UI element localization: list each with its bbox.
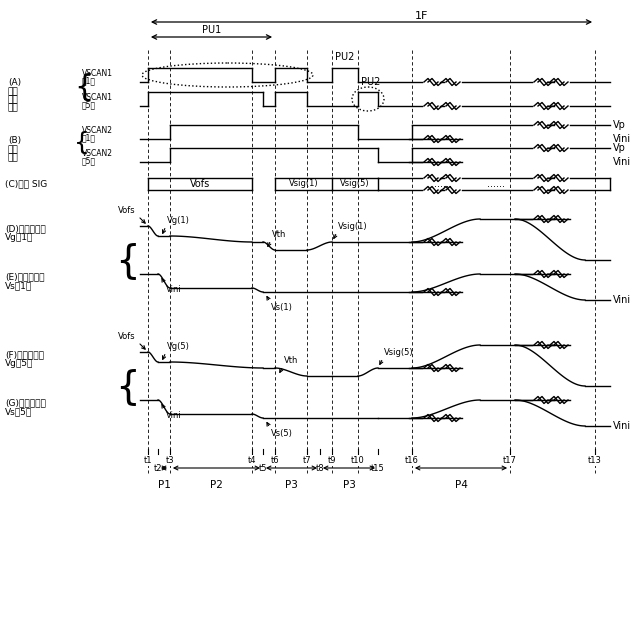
Text: Vofs: Vofs (190, 179, 210, 189)
Text: Vini: Vini (166, 411, 182, 420)
Text: (G)ソース電圧: (G)ソース電圧 (5, 398, 46, 407)
Text: Vs（5）: Vs（5） (5, 407, 32, 416)
Text: PU2: PU2 (335, 52, 355, 62)
Text: (F)ゲート電圧: (F)ゲート電圧 (5, 350, 44, 359)
Text: Vs（1）: Vs（1） (5, 281, 32, 290)
Text: Vini: Vini (613, 157, 631, 167)
Text: Vs(5): Vs(5) (271, 429, 293, 438)
Text: （1）: （1） (82, 76, 96, 85)
Text: Vofs: Vofs (118, 206, 136, 215)
Text: {: { (115, 368, 140, 406)
Text: Vth: Vth (272, 230, 286, 239)
Text: VSCAN2: VSCAN2 (82, 149, 113, 158)
Text: （5）: （5） (82, 156, 96, 165)
Text: t7: t7 (303, 456, 311, 465)
Text: Vg（1）: Vg（1） (5, 233, 33, 242)
Text: t8: t8 (316, 464, 324, 473)
Text: Vini: Vini (613, 295, 631, 305)
Text: ......: ...... (487, 179, 505, 189)
Text: (B): (B) (8, 136, 21, 145)
Text: Vg(5): Vg(5) (167, 342, 190, 351)
Text: PU2: PU2 (361, 77, 380, 87)
Text: Vp: Vp (613, 143, 626, 153)
Text: (D)ゲート電圧: (D)ゲート電圧 (5, 224, 45, 233)
Text: Vsig(5): Vsig(5) (340, 179, 370, 189)
Text: P3: P3 (285, 480, 298, 490)
Text: 1F: 1F (415, 11, 428, 21)
Text: t10: t10 (351, 456, 365, 465)
Text: P4: P4 (454, 480, 467, 490)
Text: 書込: 書込 (8, 88, 19, 97)
Text: Vg(1): Vg(1) (167, 216, 190, 225)
Text: VSCAN1: VSCAN1 (82, 69, 113, 78)
Text: P1: P1 (157, 480, 170, 490)
Text: t5: t5 (259, 464, 268, 473)
Text: Vini: Vini (613, 421, 631, 431)
Text: t2: t2 (154, 464, 163, 473)
Text: t9: t9 (328, 456, 336, 465)
Text: t15: t15 (371, 464, 385, 473)
Text: Vg（5）: Vg（5） (5, 359, 33, 368)
Text: 信号: 信号 (8, 104, 19, 113)
Text: Vp: Vp (613, 120, 626, 130)
Text: ......: ...... (434, 179, 452, 189)
Text: （1）: （1） (82, 133, 96, 142)
Text: (C)信号 SIG: (C)信号 SIG (5, 179, 47, 189)
Text: （5）: （5） (82, 100, 96, 109)
Text: t3: t3 (166, 456, 174, 465)
Text: P3: P3 (342, 480, 355, 490)
Text: (E)ソース電圧: (E)ソース電圧 (5, 272, 45, 281)
Text: Vsig(5): Vsig(5) (384, 348, 413, 357)
Text: VSCAN1: VSCAN1 (82, 93, 113, 102)
Text: t13: t13 (588, 456, 602, 465)
Text: t4: t4 (248, 456, 256, 465)
Text: Vini: Vini (166, 285, 182, 294)
Text: {: { (115, 242, 140, 280)
Text: Vsig(1): Vsig(1) (289, 179, 318, 189)
Text: VSCAN2: VSCAN2 (82, 126, 113, 135)
Text: {: { (74, 131, 90, 156)
Text: (A): (A) (8, 79, 21, 88)
Text: Vth: Vth (284, 356, 298, 365)
Text: {: { (74, 72, 93, 102)
Text: P2: P2 (210, 480, 223, 490)
Text: Vsig(1): Vsig(1) (338, 222, 367, 231)
Text: t17: t17 (503, 456, 517, 465)
Text: 信号: 信号 (8, 153, 19, 162)
Text: PU1: PU1 (202, 25, 221, 35)
Text: 電源: 電源 (8, 145, 19, 154)
Text: Vini: Vini (613, 134, 631, 144)
Text: t6: t6 (271, 456, 279, 465)
Text: t1: t1 (144, 456, 152, 465)
Text: Vs(1): Vs(1) (271, 303, 293, 312)
Text: Vofs: Vofs (118, 332, 136, 341)
Text: t16: t16 (405, 456, 419, 465)
Text: 制御: 制御 (8, 95, 19, 104)
